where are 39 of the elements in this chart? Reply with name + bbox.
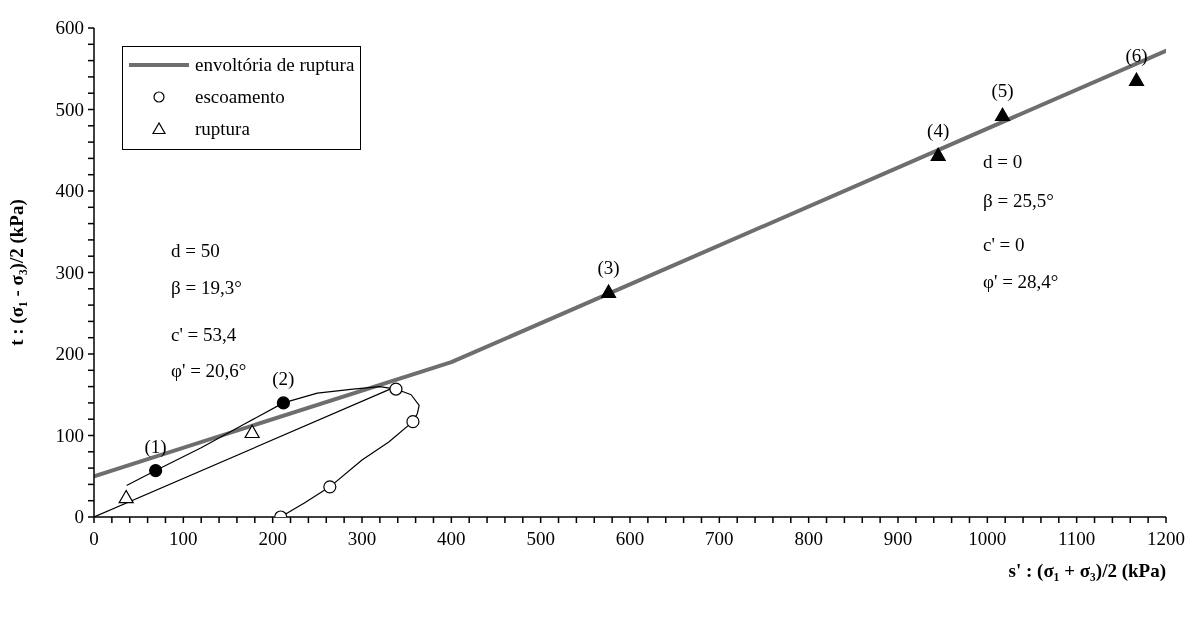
x-tick-label: 500 bbox=[526, 528, 555, 549]
y-tick-label: 500 bbox=[55, 98, 84, 120]
y-tick-label: 100 bbox=[55, 424, 84, 446]
y-tick-label: 600 bbox=[55, 17, 84, 38]
x-tick-label: 600 bbox=[615, 528, 645, 549]
annotation: φ' = 28,4° bbox=[983, 271, 1059, 293]
legend-label: escoamento bbox=[195, 86, 285, 108]
y-tick-label: 400 bbox=[55, 180, 84, 201]
annotation: (5) bbox=[991, 80, 1014, 103]
annotation: (1) bbox=[144, 435, 167, 458]
x-tick-label: 800 bbox=[794, 528, 823, 549]
y-tick-label: 0 bbox=[74, 506, 84, 527]
x-axis-title: s' : (σ₁ + σ₃)/2 (kPa) bbox=[1008, 560, 1166, 582]
x-tick-label: 700 bbox=[705, 528, 734, 549]
x-tick-label: 1200 bbox=[1147, 528, 1185, 549]
annotation: (4) bbox=[927, 120, 950, 143]
x-tick-label: 900 bbox=[883, 528, 913, 549]
x-tick-label: 200 bbox=[258, 528, 287, 549]
annotation: c' = 53,4 bbox=[171, 324, 237, 346]
legend-label: envoltória de ruptura bbox=[195, 54, 355, 76]
annotation: (3) bbox=[597, 257, 620, 280]
x-tick-label: 100 bbox=[169, 528, 198, 549]
x-tick-label: 0 bbox=[89, 528, 99, 549]
annotation: β = 19,3° bbox=[171, 277, 242, 299]
annotation: (6) bbox=[1125, 45, 1148, 68]
y-axis-title: t : (σ₁ - σ₃)/2 (kPa) bbox=[5, 199, 28, 346]
annotation: d = 0 bbox=[983, 151, 1023, 173]
annotation: φ' = 20,6° bbox=[171, 360, 247, 382]
x-tick-label: 1000 bbox=[968, 528, 1007, 549]
annotation: (2) bbox=[272, 367, 295, 390]
annotation: d = 50 bbox=[171, 240, 220, 262]
x-tick-label: 400 bbox=[437, 528, 466, 549]
annotation: c' = 0 bbox=[983, 234, 1025, 256]
y-tick-label: 300 bbox=[55, 261, 84, 283]
y-tick-label: 200 bbox=[55, 343, 84, 364]
x-tick-label: 1100 bbox=[1058, 528, 1096, 549]
annotation: β = 25,5° bbox=[983, 190, 1054, 212]
legend-label: ruptura bbox=[195, 118, 250, 140]
x-tick-label: 300 bbox=[347, 528, 377, 549]
